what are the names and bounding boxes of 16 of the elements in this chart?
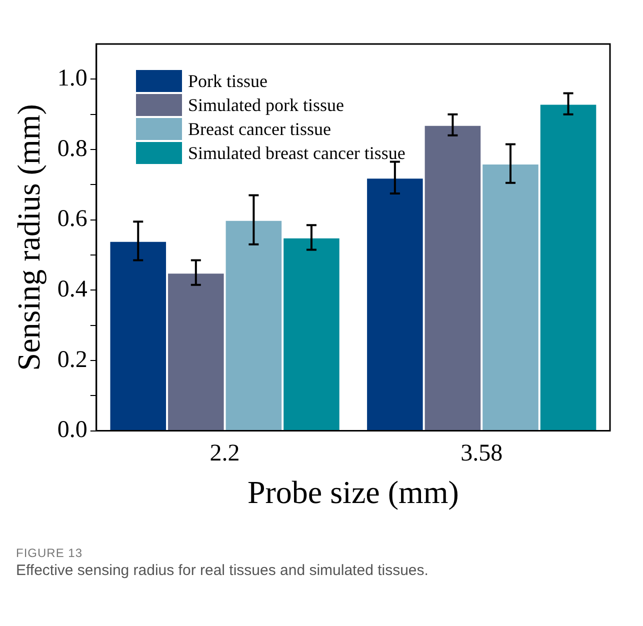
y-axis-title: Sensing radius (mm) [10, 104, 47, 371]
legend-label: Breast cancer tissue [188, 118, 331, 140]
y-tick-label: 0.0 [57, 417, 88, 444]
legend-label: Pork tissue [188, 70, 268, 92]
x-tick-label: 2.2 [210, 440, 240, 466]
y-tick-label: 1.0 [57, 65, 88, 92]
x-tick-label: 3.58 [460, 440, 503, 466]
legend-label: Simulated pork tissue [188, 94, 344, 116]
y-tick-label: 0.4 [57, 276, 88, 302]
y-tick-label: 0.8 [57, 136, 88, 162]
y-tick-label: 0.2 [57, 346, 88, 373]
legend-label: Simulated breast cancer tissue [188, 142, 406, 164]
y-tick-label: 0.6 [57, 206, 88, 232]
text: Effective sensing radius for real tissues and simulated tissues. [16, 562, 430, 579]
caption: FIGURE 13 [16, 546, 84, 560]
x-axis-title: Probe size (mm) [247, 474, 459, 510]
